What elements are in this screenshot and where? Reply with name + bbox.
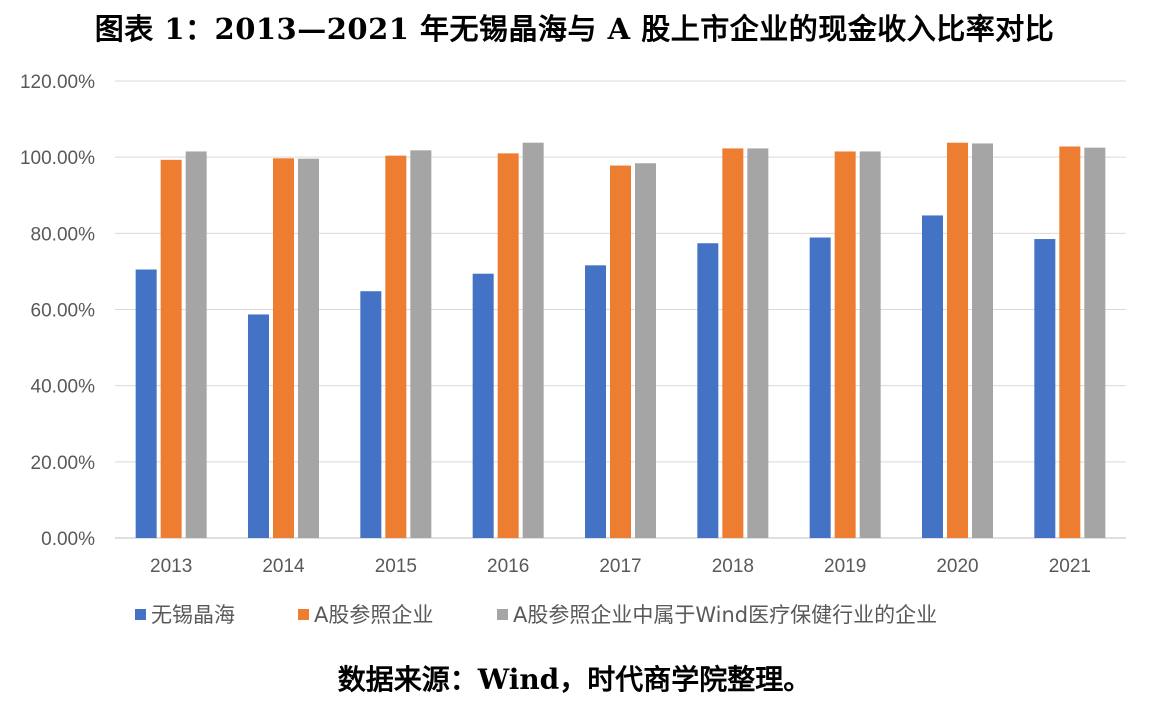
legend-label: A股参照企业中属于Wind医疗保健行业的企业	[513, 603, 937, 627]
source-note: 数据来源：Wind，时代商学院整理。	[337, 663, 812, 696]
bar-2	[160, 159, 182, 538]
y-tick-label: 0.00%	[41, 529, 95, 550]
y-tick-label: 20.00%	[31, 453, 96, 474]
x-tick-label: 2018	[712, 556, 754, 577]
y-tick-label: 40.00%	[31, 377, 96, 398]
bar-2	[385, 155, 407, 539]
bar-2	[497, 153, 519, 538]
legend-label: 无锡晶海	[151, 603, 235, 627]
bar-3	[298, 158, 319, 538]
legend-swatch	[135, 609, 146, 620]
x-tick-label: 2014	[262, 556, 305, 577]
legend: 无锡晶海 A股参照企业 A股参照企业中属于Wind医疗保健行业的企业	[135, 603, 937, 627]
bars	[135, 142, 1106, 539]
bar-1	[135, 269, 157, 538]
x-tick-label: 2021	[1049, 556, 1091, 577]
y-tick-label: 100.00%	[20, 148, 95, 169]
bar-1	[248, 314, 269, 538]
bar-1	[360, 291, 382, 538]
bar-3	[522, 142, 544, 538]
chart-title: 图表 1：2013—2021 年无锡晶海与 A 股上市企业的现金收入比率对比	[94, 12, 1055, 46]
bar-3	[185, 151, 207, 538]
x-tick-label: 2017	[599, 556, 641, 577]
bar-2	[1059, 146, 1081, 538]
bar-3	[859, 151, 881, 538]
y-tick-label: 80.00%	[31, 224, 96, 245]
y-axis-ticks: 0.00% 20.00% 40.00% 60.00% 80.00% 100.00% 120.…	[20, 72, 95, 550]
bar-1	[809, 237, 831, 538]
x-axis-ticks: 2013 2014 2015 2016 2017 2018 2019 2020 2021	[150, 556, 1091, 577]
legend-swatch	[298, 609, 309, 620]
bar-3	[747, 148, 769, 538]
x-tick-label: 2013	[150, 556, 192, 577]
bar-3	[972, 143, 993, 538]
bar-2	[834, 151, 856, 538]
x-tick-label: 2019	[824, 556, 866, 577]
bar-1	[585, 265, 606, 538]
bar-1	[1034, 239, 1056, 538]
y-tick-label: 60.00%	[31, 301, 96, 322]
bar-3	[1084, 147, 1106, 539]
legend-label: A股参照企业	[314, 603, 433, 627]
bar-1	[922, 215, 943, 538]
bar-2	[722, 148, 744, 538]
bar-3	[410, 150, 432, 539]
bar-3	[635, 163, 656, 538]
legend-swatch	[497, 609, 508, 620]
x-tick-label: 2016	[487, 556, 529, 577]
bar-1	[697, 243, 719, 539]
bar-2	[947, 142, 968, 538]
x-tick-label: 2015	[375, 556, 417, 577]
bar-1	[472, 273, 494, 538]
x-tick-label: 2020	[936, 556, 978, 577]
y-tick-label: 120.00%	[20, 72, 95, 93]
bar-2	[610, 165, 631, 539]
bar-2	[273, 158, 294, 538]
